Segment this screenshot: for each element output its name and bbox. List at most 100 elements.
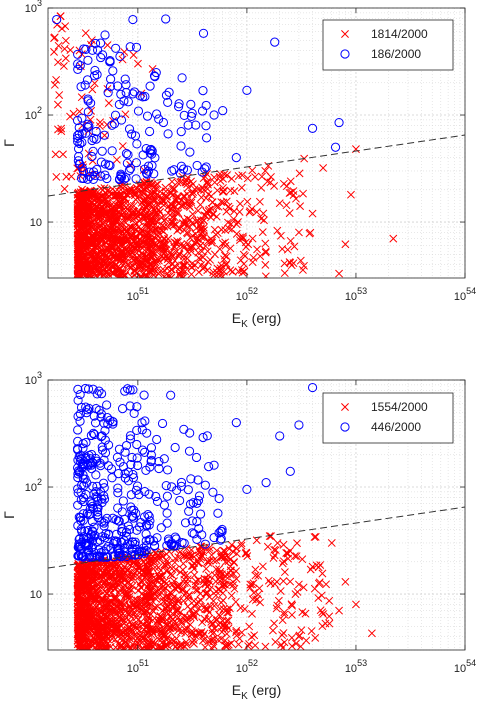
cross-marker xyxy=(218,616,227,625)
cross-marker xyxy=(80,568,89,577)
cross-marker xyxy=(300,261,308,270)
circle-marker xyxy=(83,107,93,117)
cross-marker xyxy=(138,191,147,199)
y-tick-label: 10 xyxy=(30,589,42,601)
cross-marker xyxy=(196,225,205,234)
cross-marker xyxy=(223,608,232,617)
cross-marker xyxy=(237,266,246,274)
cross-marker xyxy=(176,267,185,276)
cross-marker xyxy=(91,629,100,638)
circle-marker xyxy=(123,539,133,549)
cross-marker xyxy=(210,173,219,182)
circle-marker xyxy=(187,516,197,526)
cross-marker xyxy=(224,202,233,211)
cross-marker xyxy=(61,54,70,63)
cross-marker xyxy=(54,58,62,67)
cross-marker xyxy=(152,627,160,636)
cross-marker xyxy=(219,183,227,192)
cross-marker xyxy=(225,604,234,613)
circle-marker xyxy=(193,495,204,506)
circle-marker xyxy=(192,160,202,171)
cross-marker xyxy=(153,232,162,241)
circle-marker xyxy=(103,88,113,98)
cross-marker xyxy=(159,244,168,253)
cross-marker xyxy=(90,577,99,586)
cross-marker xyxy=(285,209,294,218)
cross-marker xyxy=(280,610,289,619)
cross-marker xyxy=(145,641,154,650)
cross-marker xyxy=(89,621,98,630)
circle-marker xyxy=(200,539,210,549)
circle-marker xyxy=(145,126,155,137)
cross-marker xyxy=(100,587,109,596)
cross-marker xyxy=(57,124,66,133)
legend: 1554/2000 446/2000 xyxy=(322,392,454,444)
circle-marker xyxy=(113,81,123,91)
cross-marker xyxy=(98,642,107,650)
cross-marker xyxy=(168,580,177,589)
circle-marker xyxy=(130,131,141,141)
circle-marker xyxy=(218,105,228,116)
circle-marker xyxy=(176,126,186,137)
cross-marker xyxy=(179,559,188,568)
cross-marker xyxy=(132,631,141,640)
circle-marker xyxy=(200,480,210,490)
cross-marker xyxy=(163,565,172,574)
cross-marker xyxy=(146,573,155,582)
cross-marker xyxy=(151,645,160,650)
cross-marker xyxy=(60,184,69,193)
cross-marker xyxy=(341,240,350,249)
cross-marker xyxy=(270,619,279,628)
circle-marker xyxy=(76,453,86,464)
legend: 1814/2000 186/2000 xyxy=(322,19,454,71)
cross-marker xyxy=(199,233,208,242)
circle-marker xyxy=(93,496,103,506)
cross-marker xyxy=(151,273,160,278)
cross-marker xyxy=(139,213,148,222)
circle-marker xyxy=(85,509,95,519)
circle-marker xyxy=(120,386,130,396)
cross-marker xyxy=(183,180,192,189)
cross-marker xyxy=(56,12,65,21)
cross-marker xyxy=(193,586,202,595)
circle-marker xyxy=(111,43,121,53)
cross-marker xyxy=(116,265,125,274)
cross-marker xyxy=(278,616,287,625)
cross-marker xyxy=(243,552,252,561)
cross-marker xyxy=(170,213,179,222)
circle-marker xyxy=(80,383,91,394)
cross-marker xyxy=(187,263,196,272)
circle-marker xyxy=(294,420,304,430)
x-tick-label: 1054 xyxy=(454,658,476,675)
cross-marker xyxy=(202,194,211,203)
circle-marker xyxy=(177,73,187,83)
circle-marker xyxy=(145,81,155,91)
cross-marker xyxy=(164,234,173,243)
cross-marker xyxy=(57,127,66,136)
cross-marker xyxy=(123,639,132,648)
circle-marker xyxy=(132,481,143,491)
cross-marker xyxy=(259,209,268,218)
circle-marker xyxy=(113,468,124,479)
cross-marker xyxy=(111,617,120,626)
cross-marker xyxy=(194,576,203,584)
circle-marker xyxy=(134,522,145,532)
cross-marker xyxy=(101,641,110,650)
circle-marker xyxy=(124,165,134,175)
cross-marker xyxy=(279,540,288,549)
cross-marker xyxy=(145,189,154,198)
circle-marker xyxy=(120,447,130,457)
circle-marker xyxy=(73,411,83,421)
circle-marker xyxy=(152,496,163,507)
cross-marker xyxy=(165,624,174,633)
cross-marker xyxy=(147,253,156,262)
circle-marker xyxy=(161,90,172,100)
cross-marker xyxy=(241,238,250,247)
circle-marker xyxy=(124,124,135,134)
cross-marker xyxy=(251,172,259,181)
circle-marker xyxy=(163,129,173,139)
x-tick-label: 1051 xyxy=(127,658,149,675)
cross-marker xyxy=(227,591,236,600)
cross-marker xyxy=(143,622,152,631)
cross-marker xyxy=(113,191,122,200)
